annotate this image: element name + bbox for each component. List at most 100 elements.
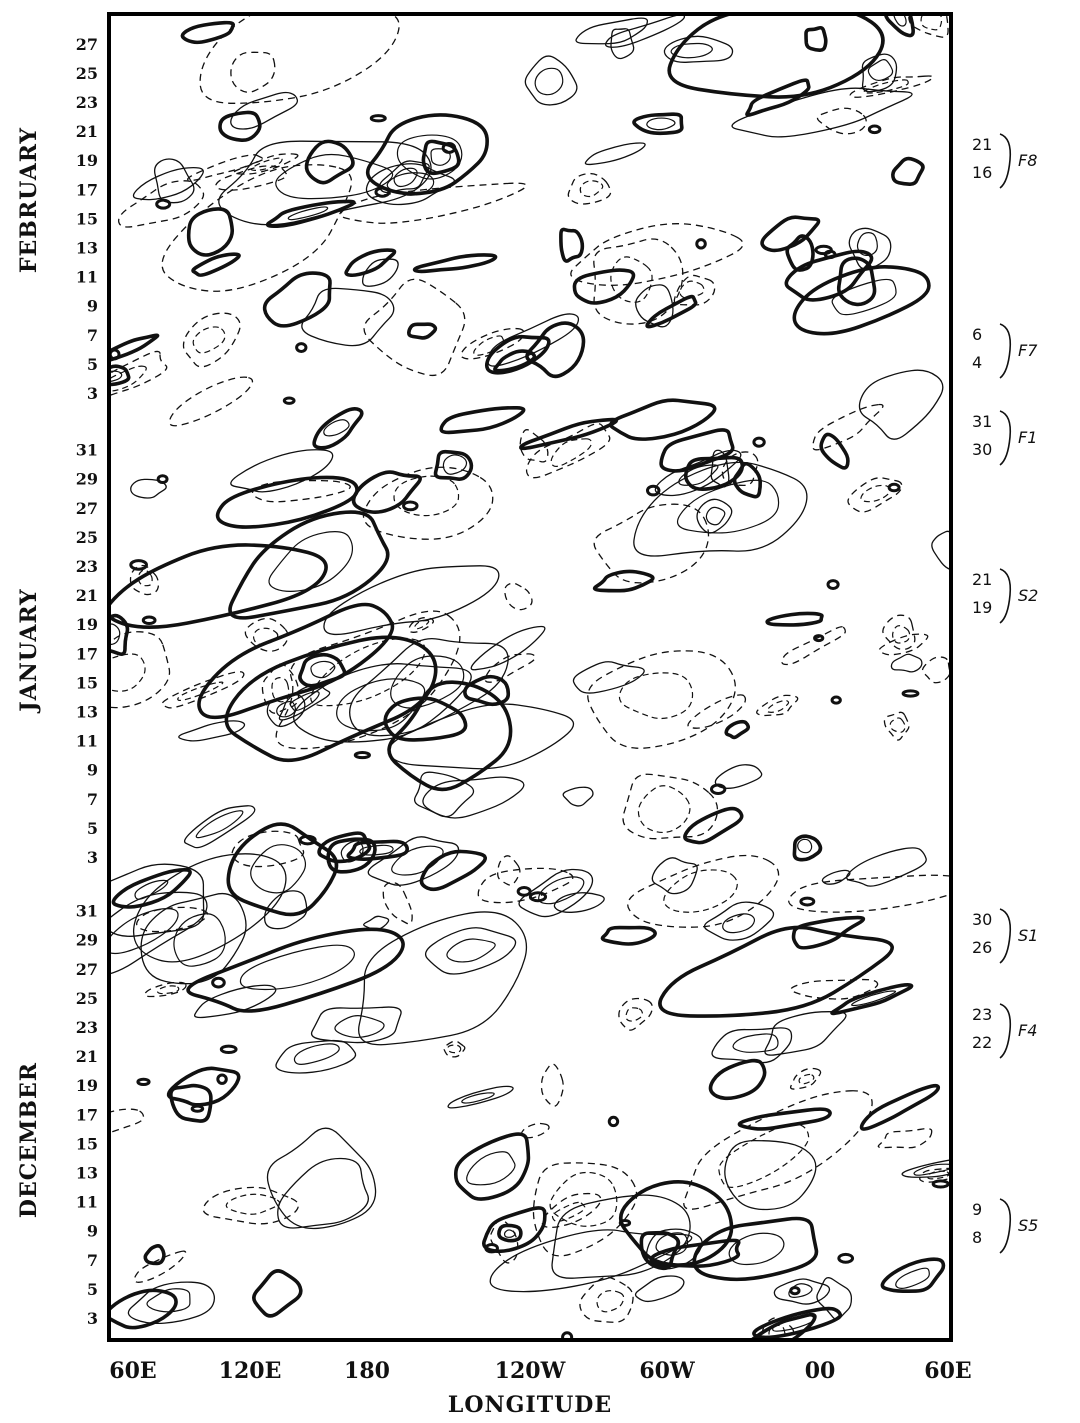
event-end-day: 16	[972, 163, 992, 182]
y-tick-label: 31	[76, 441, 98, 460]
dashed-contour	[541, 1192, 602, 1229]
thick-contour	[724, 719, 751, 740]
inner-contour	[534, 67, 564, 96]
y-tick-label: 3	[87, 1309, 98, 1328]
dashed-contour	[618, 997, 653, 1031]
inner-contour	[663, 869, 738, 913]
month-labels: DECEMBER JANUARY FEBRUARY	[16, 127, 42, 1218]
inner-contour	[618, 672, 694, 720]
dashed-contour	[230, 51, 276, 93]
thin-contour	[362, 258, 399, 287]
inner-contour	[137, 569, 153, 587]
thick-contour	[792, 834, 823, 862]
event-annotation: 6 4 F7	[972, 323, 1038, 379]
thick-contour	[830, 983, 914, 1016]
inner-contour	[192, 326, 226, 354]
brace	[999, 1003, 1012, 1059]
inner-contour	[679, 280, 705, 299]
y-tick-label: 15	[76, 673, 98, 692]
thick-contour	[519, 417, 619, 451]
thick-contour	[525, 321, 586, 379]
thin-contour	[230, 91, 299, 130]
dashed-contour	[133, 1250, 187, 1283]
thick-contour	[600, 925, 657, 946]
y-tick-label: 17	[76, 644, 98, 663]
inner-contour	[268, 531, 354, 592]
y-tick-label: 9	[87, 297, 98, 316]
thick-contour	[645, 294, 698, 329]
thick-contour	[346, 839, 409, 861]
month-label: FEBRUARY	[16, 127, 42, 273]
dashed-contour	[363, 278, 466, 377]
inner-contour	[772, 1315, 815, 1332]
thick-contour	[891, 156, 925, 187]
x-tick-label: 60E	[924, 1358, 971, 1384]
small-contour	[211, 976, 226, 989]
y-tick-label: 25	[76, 528, 98, 547]
brace	[999, 1198, 1012, 1254]
thick-contour	[454, 1132, 531, 1201]
thin-contour	[696, 498, 733, 534]
inner-contour	[596, 1290, 625, 1313]
event-tag: S1	[1018, 926, 1038, 945]
dashed-contour	[362, 466, 494, 540]
thick-contour	[732, 461, 763, 499]
y-tick-labels: 3579111315171921232527293135791113151719…	[76, 35, 98, 1328]
small-contour	[484, 1243, 499, 1254]
thick-contour	[215, 475, 359, 529]
thick-contour	[667, 14, 885, 99]
thin-contour	[363, 915, 390, 930]
thick-contour	[180, 20, 235, 45]
event-annotation: 30 26 S1	[972, 908, 1038, 964]
dashed-contour	[673, 274, 716, 306]
thick-contour	[312, 407, 364, 450]
thin-contour	[901, 1159, 951, 1178]
thick-contour	[692, 1216, 819, 1282]
thick-contour	[765, 611, 824, 627]
x-tick-label: 120W	[495, 1358, 566, 1384]
inner-contour	[722, 913, 756, 934]
y-tick-label: 29	[76, 470, 98, 489]
thick-contour	[880, 1257, 946, 1293]
inner-contour	[250, 844, 307, 894]
y-tick-label: 11	[76, 268, 98, 287]
thin-contour	[575, 17, 649, 45]
dashed-contour	[484, 653, 536, 683]
thin-contour	[130, 478, 167, 499]
dashed-contour	[687, 694, 747, 729]
dashed-contour	[919, 1167, 951, 1183]
small-contour	[295, 342, 308, 353]
dashed-contour	[109, 1108, 145, 1134]
inner-contour	[225, 1193, 281, 1215]
small-contour	[561, 1331, 574, 1340]
thin-contour	[714, 764, 763, 789]
thin-contour	[816, 1277, 853, 1321]
x-tick-label: 180	[344, 1358, 390, 1384]
dashed-contour	[622, 773, 719, 840]
thick-contour	[737, 1107, 832, 1131]
event-end-day: 19	[972, 598, 992, 617]
thick-contour	[859, 1083, 941, 1131]
y-tick-label: 23	[76, 557, 98, 576]
month-label: DECEMBER	[16, 1062, 42, 1218]
dashed-contour	[477, 867, 574, 904]
thin-contour	[634, 1275, 685, 1303]
small-contour	[369, 114, 387, 123]
thin-contour	[358, 911, 528, 1046]
dashed-contour	[812, 403, 884, 451]
thick-contour	[659, 428, 735, 473]
small-contour	[216, 1073, 228, 1085]
thick-contour	[326, 837, 377, 874]
thick-contour	[493, 349, 537, 373]
thin-contour	[447, 1085, 514, 1109]
inner-contour	[393, 167, 418, 188]
inner-contour	[926, 1170, 950, 1180]
thick-contour	[760, 215, 821, 253]
thin-contour	[487, 313, 580, 367]
event-annotation: 31 30 F1	[972, 410, 1037, 466]
thin-contour	[651, 857, 698, 895]
small-contour	[867, 124, 882, 135]
brace	[999, 410, 1012, 466]
thin-contour	[524, 55, 578, 106]
dashed-contour	[199, 14, 400, 104]
